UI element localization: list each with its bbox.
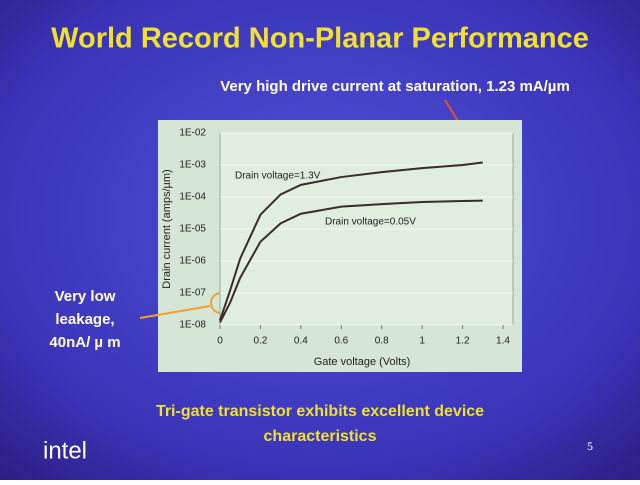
x-tick-label: 0: [217, 336, 223, 347]
drive-annotation: Very high drive current at saturation, 1…: [220, 78, 570, 95]
x-tick-label: 0.6: [334, 336, 348, 347]
y-tick-label: 1E-02: [179, 128, 206, 139]
x-tick-label: 0.2: [253, 336, 267, 347]
x-tick-label: 1.4: [496, 336, 510, 347]
leakage-annotation: 40nA/ µ m: [49, 334, 120, 351]
y-tick-label: 1E-05: [179, 224, 206, 235]
data-line: [219, 199, 483, 323]
arrow: [139, 305, 211, 319]
conclusion: Tri-gate transistor exhibits excellent d…: [156, 403, 484, 420]
x-tick-label: 1.2: [456, 336, 470, 347]
slide-title: World Record Non-Planar Performance: [51, 23, 589, 55]
leakage-annotation: leakage,: [55, 311, 114, 328]
page-number: 5: [587, 439, 593, 453]
series-label: Drain voltage=1.3V: [235, 171, 321, 182]
data-line: [219, 161, 483, 321]
y-tick-label: 1E-06: [179, 256, 206, 267]
y-tick-label: 1E-03: [179, 160, 206, 171]
series-label: Drain voltage=0.05V: [325, 217, 416, 228]
leakage-annotation: Very low: [55, 288, 116, 305]
y-tick-label: 1E-04: [179, 192, 206, 203]
y-tick-label: 1E-08: [179, 320, 206, 331]
x-tick-label: 1: [419, 336, 425, 347]
x-tick-label: 0.8: [375, 336, 389, 347]
x-tick-label: 0.4: [294, 336, 308, 347]
conclusion: characteristics: [264, 428, 377, 445]
x-axis-label: Gate voltage (Volts): [314, 356, 411, 368]
y-tick-label: 1E-07: [179, 288, 206, 299]
y-axis-label: Drain current (amps/µm): [161, 169, 173, 288]
logo: intel: [43, 437, 87, 464]
